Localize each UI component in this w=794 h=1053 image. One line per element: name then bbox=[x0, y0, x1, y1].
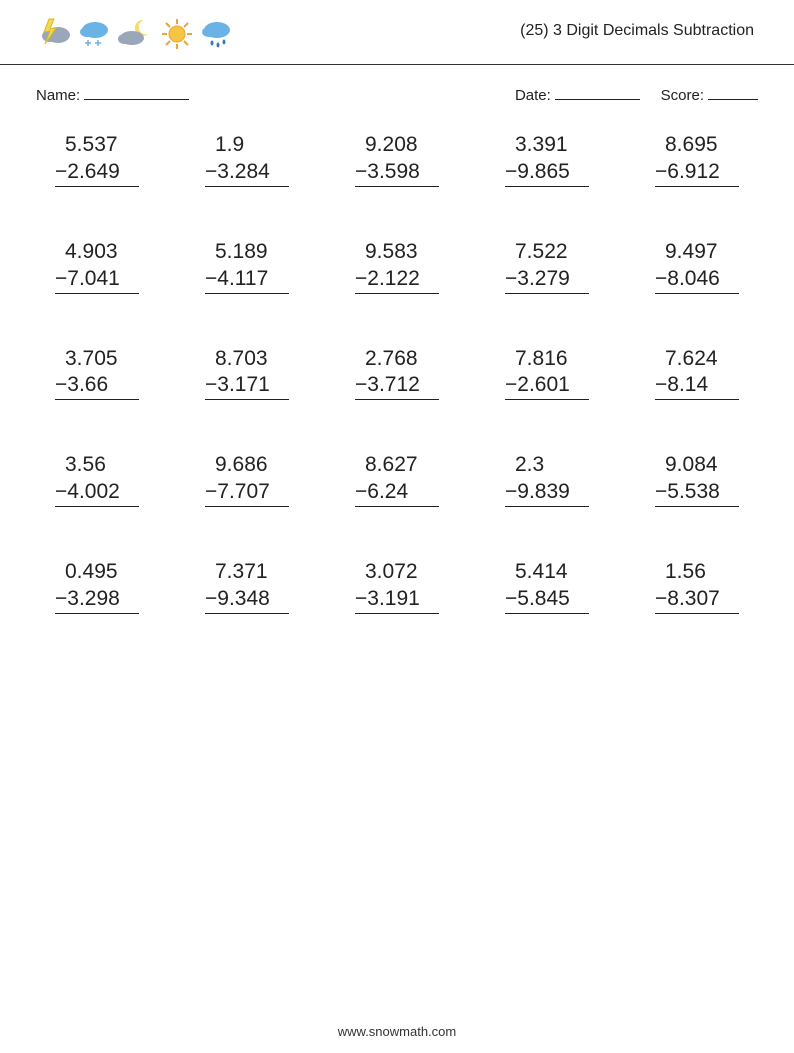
minuend: 3.391 bbox=[505, 132, 589, 159]
subtrahend: −8.14 bbox=[655, 372, 739, 400]
problem: 3.391−9.865 bbox=[480, 132, 614, 187]
rain-cloud-icon bbox=[200, 18, 234, 55]
problem: 9.084−5.538 bbox=[630, 452, 764, 507]
minuend: 7.371 bbox=[205, 559, 289, 586]
subtrahend: −3.191 bbox=[355, 586, 439, 614]
info-row: Name: Date: Score: bbox=[0, 65, 794, 104]
minuend: 5.189 bbox=[205, 239, 289, 266]
subtrahend: −5.538 bbox=[655, 479, 739, 507]
problem: 8.695−6.912 bbox=[630, 132, 764, 187]
subtrahend: −3.298 bbox=[55, 586, 139, 614]
subtrahend: −3.66 bbox=[55, 372, 139, 400]
problem: 7.371−9.348 bbox=[180, 559, 314, 614]
subtrahend: −4.002 bbox=[55, 479, 139, 507]
minuend: 3.56 bbox=[55, 452, 139, 479]
minuend: 7.624 bbox=[655, 346, 739, 373]
score-label: Score: bbox=[661, 87, 704, 104]
problem: 5.537−2.649 bbox=[30, 132, 164, 187]
subtrahend: −4.117 bbox=[205, 266, 289, 294]
problem: 0.495−3.298 bbox=[30, 559, 164, 614]
snow-cloud-icon bbox=[78, 18, 112, 55]
minuend: 2.3 bbox=[505, 452, 589, 479]
thunder-icon bbox=[38, 18, 72, 55]
problem: 7.522−3.279 bbox=[480, 239, 614, 294]
subtrahend: −9.348 bbox=[205, 586, 289, 614]
minuend: 2.768 bbox=[355, 346, 439, 373]
problem: 9.497−8.046 bbox=[630, 239, 764, 294]
date-score-group: Date: Score: bbox=[515, 85, 758, 104]
subtrahend: −2.649 bbox=[55, 159, 139, 187]
subtrahend: −8.307 bbox=[655, 586, 739, 614]
subtrahend: −3.712 bbox=[355, 372, 439, 400]
minuend: 9.208 bbox=[355, 132, 439, 159]
subtrahend: −3.171 bbox=[205, 372, 289, 400]
minuend: 5.537 bbox=[55, 132, 139, 159]
subtrahend: −3.284 bbox=[205, 159, 289, 187]
date-label: Date: bbox=[515, 87, 551, 104]
problem: 7.624−8.14 bbox=[630, 346, 764, 401]
subtrahend: −7.707 bbox=[205, 479, 289, 507]
problem: 8.703−3.171 bbox=[180, 346, 314, 401]
subtrahend: −9.865 bbox=[505, 159, 589, 187]
date-underline bbox=[555, 85, 640, 100]
minuend: 9.583 bbox=[355, 239, 439, 266]
problem: 4.903−7.041 bbox=[30, 239, 164, 294]
subtrahend: −8.046 bbox=[655, 266, 739, 294]
subtrahend: −3.598 bbox=[355, 159, 439, 187]
minuend: 7.816 bbox=[505, 346, 589, 373]
subtrahend: −9.839 bbox=[505, 479, 589, 507]
subtrahend: −7.041 bbox=[55, 266, 139, 294]
problem: 2.768−3.712 bbox=[330, 346, 464, 401]
problem: 9.583−2.122 bbox=[330, 239, 464, 294]
footer-url: www.snowmath.com bbox=[0, 1024, 794, 1039]
worksheet-title: (25) 3 Digit Decimals Subtraction bbox=[520, 22, 754, 40]
problem: 1.9−3.284 bbox=[180, 132, 314, 187]
minuend: 8.695 bbox=[655, 132, 739, 159]
header: (25) 3 Digit Decimals Subtraction bbox=[0, 0, 794, 65]
problem: 8.627−6.24 bbox=[330, 452, 464, 507]
name-label: Name: bbox=[36, 87, 80, 104]
minuend: 4.903 bbox=[55, 239, 139, 266]
problem: 3.56−4.002 bbox=[30, 452, 164, 507]
problem: 9.208−3.598 bbox=[330, 132, 464, 187]
subtrahend: −6.912 bbox=[655, 159, 739, 187]
subtrahend: −2.122 bbox=[355, 266, 439, 294]
problem: 2.3−9.839 bbox=[480, 452, 614, 507]
minuend: 3.705 bbox=[55, 346, 139, 373]
problem: 9.686−7.707 bbox=[180, 452, 314, 507]
minuend: 9.686 bbox=[205, 452, 289, 479]
minuend: 8.627 bbox=[355, 452, 439, 479]
weather-icons bbox=[38, 18, 234, 55]
subtrahend: −3.279 bbox=[505, 266, 589, 294]
problem: 5.189−4.117 bbox=[180, 239, 314, 294]
minuend: 7.522 bbox=[505, 239, 589, 266]
minuend: 1.56 bbox=[655, 559, 739, 586]
minuend: 3.072 bbox=[355, 559, 439, 586]
problem: 7.816−2.601 bbox=[480, 346, 614, 401]
name-field: Name: bbox=[36, 85, 189, 104]
subtrahend: −2.601 bbox=[505, 372, 589, 400]
score-underline bbox=[708, 85, 758, 100]
minuend: 5.414 bbox=[505, 559, 589, 586]
minuend: 8.703 bbox=[205, 346, 289, 373]
minuend: 0.495 bbox=[55, 559, 139, 586]
sun-icon bbox=[160, 18, 194, 55]
minuend: 1.9 bbox=[205, 132, 289, 159]
problem: 5.414−5.845 bbox=[480, 559, 614, 614]
problem: 3.705−3.66 bbox=[30, 346, 164, 401]
worksheet-page: (25) 3 Digit Decimals Subtraction Name: … bbox=[0, 0, 794, 1053]
subtrahend: −6.24 bbox=[355, 479, 439, 507]
moon-cloud-icon bbox=[118, 18, 154, 55]
name-underline bbox=[84, 85, 189, 100]
subtrahend: −5.845 bbox=[505, 586, 589, 614]
problem: 3.072−3.191 bbox=[330, 559, 464, 614]
minuend: 9.497 bbox=[655, 239, 739, 266]
problems-grid: 5.537−2.6491.9−3.2849.208−3.5983.391−9.8… bbox=[0, 104, 794, 614]
minuend: 9.084 bbox=[655, 452, 739, 479]
problem: 1.56−8.307 bbox=[630, 559, 764, 614]
